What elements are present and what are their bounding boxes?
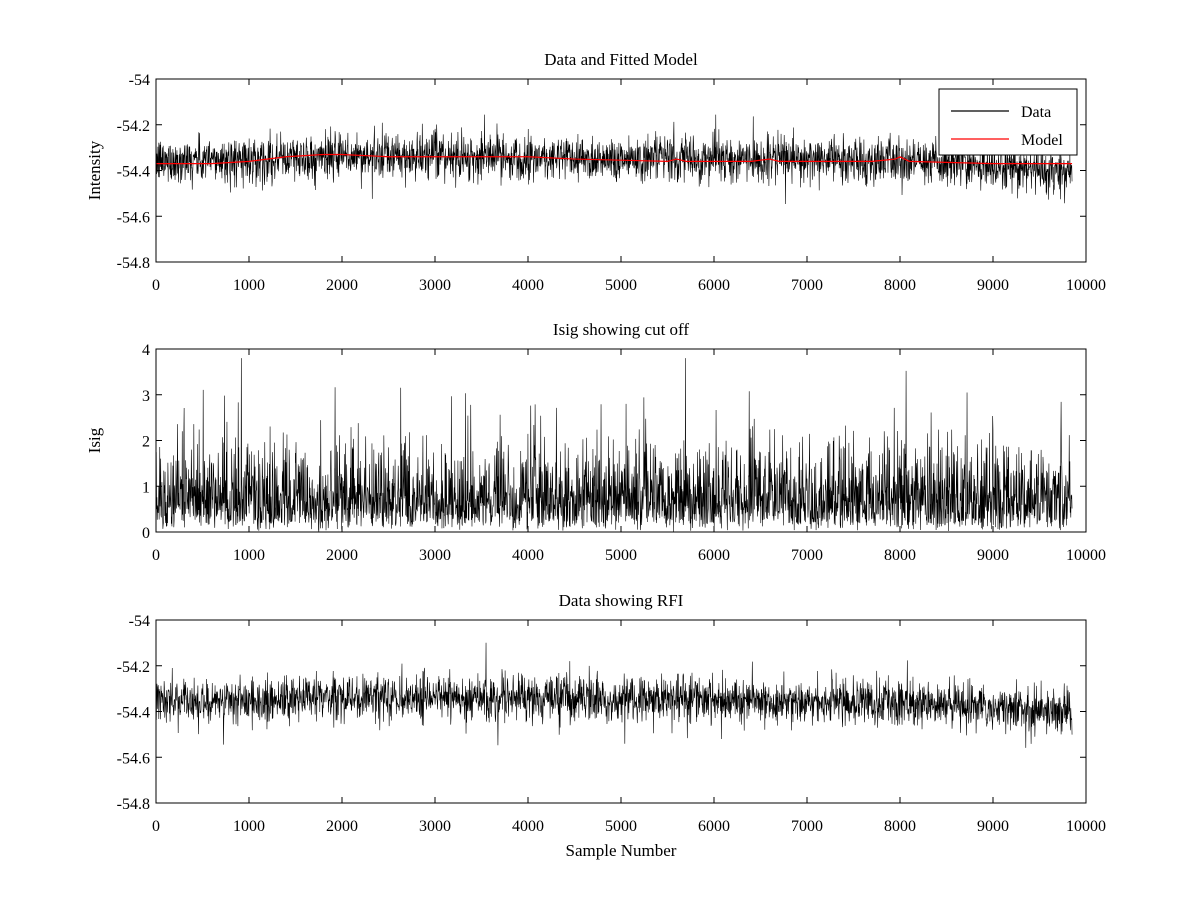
x-tick-label: 8000: [884, 277, 916, 294]
x-tick-label: 2000: [326, 277, 358, 294]
x-tick-label: 9000: [977, 818, 1009, 835]
isig-series-line: [156, 642, 1073, 748]
chart-title: Data and Fitted Model: [544, 50, 698, 69]
y-tick-label: -54.2: [117, 659, 150, 676]
y-tick-label: -54: [129, 72, 150, 89]
x-tick-label: 3000: [419, 277, 451, 294]
x-tick-label: 9000: [977, 277, 1009, 294]
x-tick-label: 1000: [233, 277, 265, 294]
x-tick-label: 10000: [1066, 277, 1106, 294]
chart-panel-3: 0 1000 2000 3000 4000 5000 6000 7000 8000 9000 100…: [117, 591, 1106, 860]
x-tick-label: 8000: [884, 818, 916, 835]
x-tick-label: 7000: [791, 818, 823, 835]
y-tick-label: -54.8: [117, 255, 150, 272]
x-tick-label: 0: [152, 818, 160, 835]
x-tick-label: 4000: [512, 277, 544, 294]
x-tick-label: 3000: [419, 547, 451, 564]
x-tick-label: 7000: [791, 277, 823, 294]
x-tick-label: 4000: [512, 547, 544, 564]
y-tick-label: -54.8: [117, 796, 150, 813]
x-tick-label: 0: [152, 547, 160, 564]
legend: Data Model: [938, 88, 1078, 156]
x-tick-label: 0: [152, 277, 160, 294]
chart-title: Data showing RFI: [559, 591, 684, 610]
y-tick-label: 0: [142, 525, 150, 542]
legend-label-data: Data: [1021, 104, 1051, 121]
x-tick-label: 5000: [605, 277, 637, 294]
x-tick-label: 1000: [233, 547, 265, 564]
model-series-line: [156, 153, 1073, 165]
x-tick-label: 9000: [977, 547, 1009, 564]
x-tick-label: 6000: [698, 818, 730, 835]
x-tick-label: 5000: [605, 547, 637, 564]
x-tick-label: 6000: [698, 547, 730, 564]
chart-title: Isig showing cut off: [553, 320, 689, 339]
x-tick-label: 10000: [1066, 547, 1106, 564]
x-tick-label: 1000: [233, 818, 265, 835]
chart-panel-2: 0 1000 2000 3000 4000 5000 6000 7000 8000 9000 100…: [85, 320, 1106, 564]
y-tick-label: 4: [142, 342, 150, 359]
legend-label-model: Model: [1021, 132, 1063, 149]
chart-panel-1: 0 1000 2000 3000 4000 5000 6000 7000 8000 9000 100…: [85, 50, 1106, 294]
y-tick-label: -54.4: [117, 164, 150, 181]
x-axis-label: Sample Number: [566, 841, 677, 860]
y-axis-label: Intensity: [85, 140, 104, 200]
x-tick-label: 5000: [605, 818, 637, 835]
y-tick-label: 2: [142, 434, 150, 451]
y-axis-label: Isig: [85, 427, 104, 453]
y-tick-label: -54.6: [117, 209, 150, 226]
y-tick-label: -54.6: [117, 750, 150, 767]
data-series-line: [156, 114, 1073, 205]
x-tick-label: 4000: [512, 818, 544, 835]
x-tick-label: 8000: [884, 547, 916, 564]
x-tick-label: 3000: [419, 818, 451, 835]
x-tick-label: 2000: [326, 547, 358, 564]
x-tick-label: 6000: [698, 277, 730, 294]
y-tick-label: -54: [129, 613, 150, 630]
isig-series-line: [156, 358, 1073, 532]
x-tick-label: 10000: [1066, 818, 1106, 835]
y-tick-label: 1: [142, 479, 150, 496]
x-tick-label: 7000: [791, 547, 823, 564]
y-tick-label: -54.2: [117, 118, 150, 135]
x-tick-label: 2000: [326, 818, 358, 835]
y-tick-label: 3: [142, 388, 150, 405]
y-tick-label: -54.4: [117, 705, 150, 722]
